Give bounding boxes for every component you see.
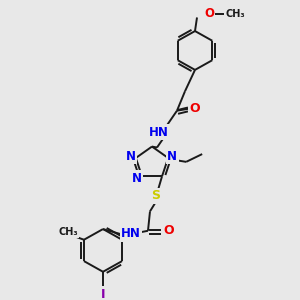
Text: O: O: [204, 7, 214, 20]
Text: CH₃: CH₃: [58, 227, 78, 237]
Text: CH₃: CH₃: [225, 9, 245, 19]
Text: HN: HN: [121, 227, 141, 240]
Text: I: I: [101, 288, 105, 300]
Text: O: O: [164, 224, 174, 237]
Text: N: N: [167, 149, 177, 163]
Text: N: N: [132, 172, 142, 185]
Text: N: N: [126, 149, 136, 163]
Text: S: S: [152, 189, 160, 202]
Text: O: O: [190, 102, 200, 115]
Text: HN: HN: [149, 125, 169, 139]
